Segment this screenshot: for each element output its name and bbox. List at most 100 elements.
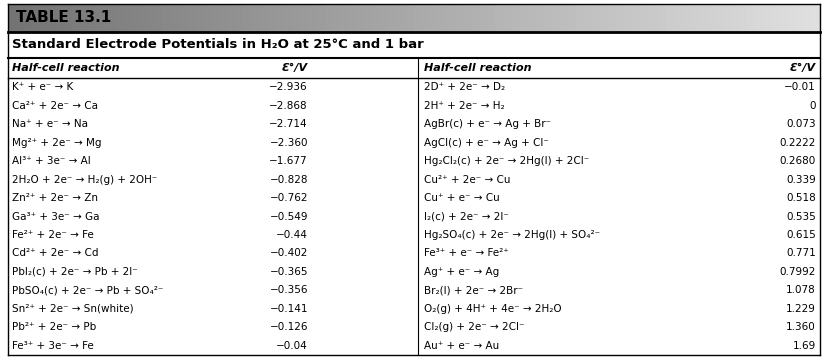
Text: 1.229: 1.229 (785, 304, 815, 314)
Text: Fe²⁺ + 2e⁻ → Fe: Fe²⁺ + 2e⁻ → Fe (12, 230, 93, 240)
Bar (98, 4, 106, 32)
Bar (292, 4, 301, 32)
Bar (8, 4, 17, 32)
Text: 0.073: 0.073 (786, 119, 815, 129)
Text: AgBr(c) + e⁻ → Ag + Br⁻: AgBr(c) + e⁻ → Ag + Br⁻ (423, 119, 551, 129)
Bar (349, 4, 357, 32)
Bar (275, 4, 284, 32)
Bar (714, 4, 723, 32)
Text: PbSO₄(c) + 2e⁻ → Pb + SO₄²⁻: PbSO₄(c) + 2e⁻ → Pb + SO₄²⁻ (12, 285, 163, 295)
Text: 2D⁺ + 2e⁻ → D₂: 2D⁺ + 2e⁻ → D₂ (423, 82, 504, 92)
Text: PbI₂(c) + 2e⁻ → Pb + 2I⁻: PbI₂(c) + 2e⁻ → Pb + 2I⁻ (12, 267, 137, 277)
Text: Cu⁺ + e⁻ → Cu: Cu⁺ + e⁻ → Cu (423, 193, 500, 203)
Bar (437, 4, 447, 32)
Text: Fe³⁺ + e⁻ → Fe²⁺: Fe³⁺ + e⁻ → Fe²⁺ (423, 248, 508, 258)
Bar (41, 4, 50, 32)
Text: −0.356: −0.356 (269, 285, 308, 295)
Bar (324, 4, 333, 32)
Bar (673, 4, 682, 32)
Text: Ag⁺ + e⁻ → Ag: Ag⁺ + e⁻ → Ag (423, 267, 499, 277)
Bar (154, 4, 163, 32)
Bar (179, 4, 187, 32)
Bar (24, 4, 33, 32)
Text: 0.771: 0.771 (786, 248, 815, 258)
Text: Cu²⁺ + 2e⁻ → Cu: Cu²⁺ + 2e⁻ → Cu (423, 174, 510, 185)
Text: 2H₂O + 2e⁻ → H₂(g) + 2OH⁻: 2H₂O + 2e⁻ → H₂(g) + 2OH⁻ (12, 174, 157, 185)
Bar (203, 4, 212, 32)
Bar (641, 4, 649, 32)
Bar (300, 4, 309, 32)
Bar (146, 4, 155, 32)
Bar (73, 4, 82, 32)
Bar (8, 32, 819, 58)
Bar (616, 4, 625, 32)
Text: Pb²⁺ + 2e⁻ → Pb: Pb²⁺ + 2e⁻ → Pb (12, 322, 96, 332)
Bar (170, 4, 179, 32)
Bar (235, 4, 244, 32)
Bar (633, 4, 642, 32)
Text: Ca²⁺ + 2e⁻ → Ca: Ca²⁺ + 2e⁻ → Ca (12, 101, 98, 111)
Text: 0.7992: 0.7992 (779, 267, 815, 277)
Text: −0.365: −0.365 (269, 267, 308, 277)
Bar (722, 4, 730, 32)
Bar (729, 4, 739, 32)
Bar (381, 4, 390, 32)
Text: Ga³⁺ + 3e⁻ → Ga: Ga³⁺ + 3e⁻ → Ga (12, 211, 99, 222)
Text: −2.868: −2.868 (269, 101, 308, 111)
Text: Br₂(l) + 2e⁻ → 2Br⁻: Br₂(l) + 2e⁻ → 2Br⁻ (423, 285, 523, 295)
Bar (665, 4, 674, 32)
Bar (89, 4, 98, 32)
Text: Half-cell reaction: Half-cell reaction (423, 63, 531, 73)
Bar (390, 4, 398, 32)
Text: Cl₂(g) + 2e⁻ → 2Cl⁻: Cl₂(g) + 2e⁻ → 2Cl⁻ (423, 322, 523, 332)
Text: Sn²⁺ + 2e⁻ → Sn(white): Sn²⁺ + 2e⁻ → Sn(white) (12, 304, 133, 314)
Bar (746, 4, 755, 32)
Text: Ɛ°/V: Ɛ°/V (281, 63, 308, 73)
Bar (130, 4, 139, 32)
Bar (705, 4, 715, 32)
Bar (138, 4, 146, 32)
Bar (535, 4, 544, 32)
Text: Ɛ°/V: Ɛ°/V (789, 63, 815, 73)
Bar (219, 4, 227, 32)
Bar (105, 4, 114, 32)
Bar (754, 4, 763, 32)
Bar (811, 4, 820, 32)
Text: 1.69: 1.69 (791, 341, 815, 351)
Bar (608, 4, 617, 32)
Text: 1.360: 1.360 (786, 322, 815, 332)
Bar (624, 4, 633, 32)
Text: −0.402: −0.402 (270, 248, 308, 258)
Bar (584, 4, 593, 32)
Bar (462, 4, 471, 32)
Bar (778, 4, 787, 32)
Text: Standard Electrode Potentials in H₂O at 25°C and 1 bar: Standard Electrode Potentials in H₂O at … (12, 38, 423, 51)
Text: −0.04: −0.04 (276, 341, 308, 351)
Bar (795, 4, 804, 32)
Text: Cd²⁺ + 2e⁻ → Cd: Cd²⁺ + 2e⁻ → Cd (12, 248, 98, 258)
Bar (308, 4, 317, 32)
Bar (332, 4, 342, 32)
Text: Mg²⁺ + 2e⁻ → Mg: Mg²⁺ + 2e⁻ → Mg (12, 137, 102, 148)
Bar (341, 4, 350, 32)
Bar (803, 4, 812, 32)
Bar (284, 4, 293, 32)
Bar (186, 4, 195, 32)
Bar (211, 4, 220, 32)
Bar (689, 4, 698, 32)
Text: −2.936: −2.936 (269, 82, 308, 92)
Text: −1.677: −1.677 (269, 156, 308, 166)
Bar (446, 4, 455, 32)
Text: K⁺ + e⁻ → K: K⁺ + e⁻ → K (12, 82, 73, 92)
Text: −2.360: −2.360 (269, 137, 308, 148)
Bar (251, 4, 261, 32)
Bar (267, 4, 276, 32)
Text: O₂(g) + 4H⁺ + 4e⁻ → 2H₂O: O₂(g) + 4H⁺ + 4e⁻ → 2H₂O (423, 304, 561, 314)
Bar (600, 4, 609, 32)
Bar (762, 4, 771, 32)
Bar (454, 4, 463, 32)
Text: Half-cell reaction: Half-cell reaction (12, 63, 119, 73)
Bar (519, 4, 528, 32)
Bar (316, 4, 325, 32)
Bar (430, 4, 438, 32)
